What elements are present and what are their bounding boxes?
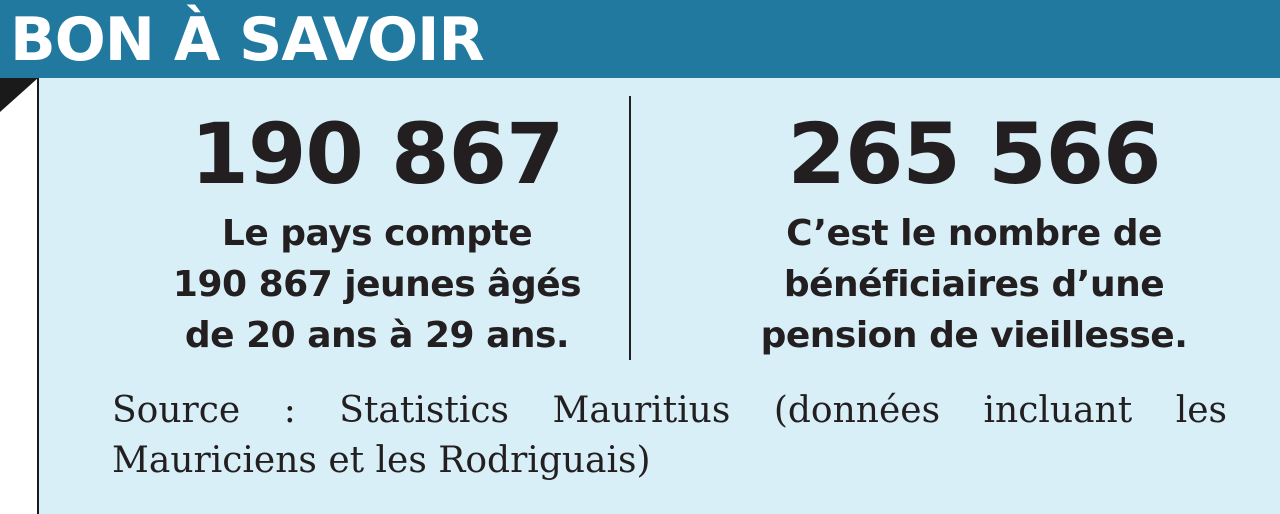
stat-right-line-2: bénéficiaires d’une [783, 264, 1165, 305]
stat-left: 190 867 Le pays compte 190 867 jeunes âg… [97, 78, 657, 361]
stat-left-line-3: de 20 ans à 29 ans. [184, 315, 570, 356]
stat-right-line-3: pension de vieillesse. [760, 315, 1188, 356]
stat-right: 265 566 C’est le nombre de bénéficiaires… [694, 78, 1254, 361]
left-border-line [37, 78, 39, 514]
source-note: Source : Statistics Mauritius (données i… [112, 390, 1227, 481]
content-box: 190 867 Le pays compte 190 867 jeunes âg… [39, 78, 1280, 514]
column-divider [629, 96, 631, 360]
stat-left-line-1: Le pays compte [221, 213, 533, 254]
header-tab: BON À SAVOIR [0, 0, 560, 78]
stat-left-description: Le pays compte 190 867 jeunes âgés de 20… [97, 208, 657, 361]
stat-left-number: 190 867 [190, 105, 565, 203]
stat-right-number: 265 566 [787, 105, 1162, 203]
stat-right-line-1: C’est le nombre de [786, 213, 1162, 254]
fold-corner-decoration [0, 78, 38, 112]
header-title: BON À SAVOIR [10, 5, 485, 75]
stat-right-description: C’est le nombre de bénéficiaires d’une p… [694, 208, 1254, 361]
stat-left-line-2: 190 867 jeunes âgés [172, 264, 582, 305]
